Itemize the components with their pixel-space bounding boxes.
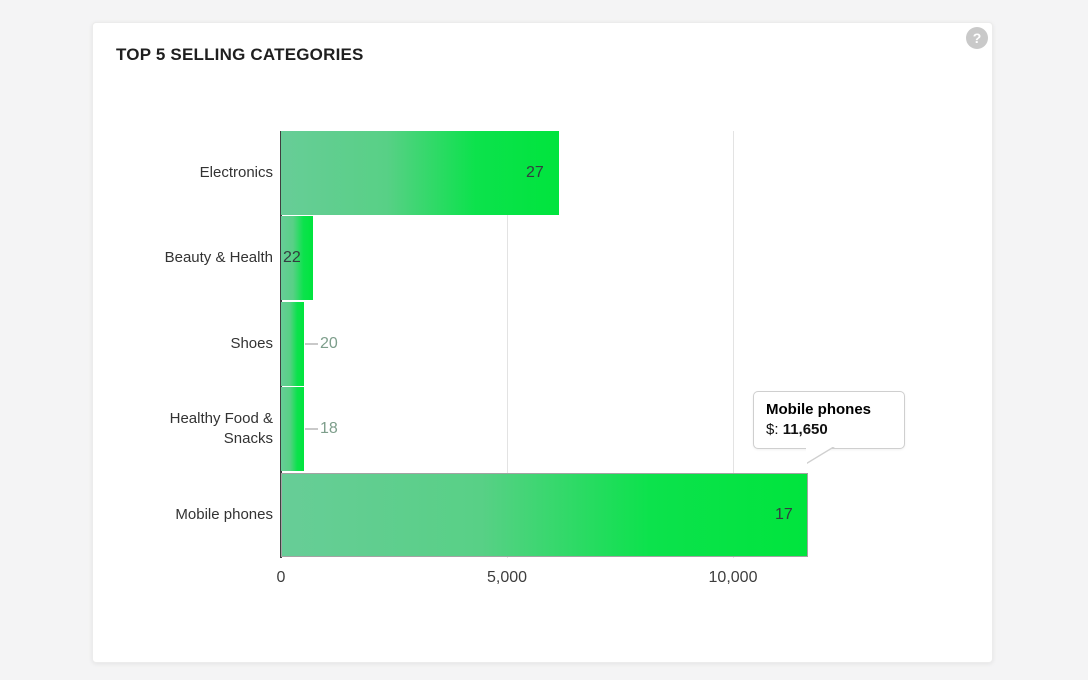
help-icon[interactable]: ?: [966, 27, 988, 49]
bar-row: 17: [281, 472, 961, 557]
bar-value-label: 22: [283, 249, 301, 267]
tooltip-value: 11,650: [782, 421, 828, 438]
bar-value-label: 27: [526, 164, 544, 181]
tooltip-label: $:: [766, 421, 779, 438]
tooltip-title: Mobile phones: [766, 401, 871, 418]
value-connector-line: [305, 428, 318, 431]
bar-value-label: 18: [305, 420, 338, 438]
category-label: Healthy Food & Snacks: [169, 410, 273, 448]
bar-row: 20: [281, 301, 961, 386]
tooltip: Mobile phones $: 11,650: [753, 391, 905, 463]
tooltip-pointer: [806, 446, 834, 463]
category-label: Shoes: [230, 334, 273, 352]
category-label: Beauty & Health: [164, 249, 273, 267]
x-tick-label: 5,000: [486, 569, 528, 586]
value-connector-line: [305, 342, 318, 345]
bar-shoes[interactable]: [281, 301, 304, 386]
gridline: [733, 131, 734, 558]
chart-card: TOP 5 SELLING CATEGORIES ? 27 22 20 18 17 El…: [92, 22, 993, 663]
bar-healthy-food-snacks[interactable]: [281, 387, 304, 472]
x-tick-label: 10,000: [708, 569, 758, 586]
bar-mobile-phones[interactable]: [281, 472, 808, 557]
category-label: Mobile phones: [175, 505, 273, 523]
chart-title: TOP 5 SELLING CATEGORIES: [116, 45, 364, 64]
x-tick-label: 0: [276, 569, 286, 586]
bar-row: 27: [281, 131, 961, 215]
bar-beauty-health[interactable]: [281, 216, 313, 301]
gridline: [507, 131, 508, 558]
bar-row: 18: [281, 387, 961, 472]
bar-value-label: 20: [305, 335, 338, 353]
category-label: Electronics: [199, 164, 273, 181]
bar-value-label: 17: [775, 505, 793, 523]
tooltip-value-line: $: 11,650: [766, 421, 890, 438]
bar-electronics[interactable]: [281, 131, 559, 215]
bar-row: 22: [281, 216, 961, 301]
